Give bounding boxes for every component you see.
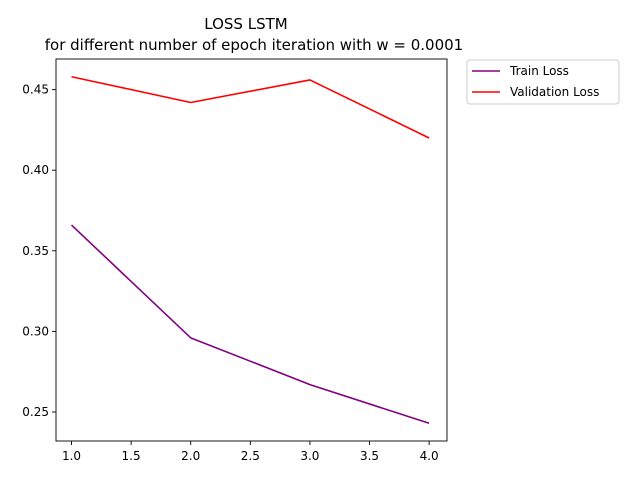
plot-frame bbox=[55, 58, 448, 442]
y-tick-label: 0.35 bbox=[22, 244, 49, 258]
x-tick-label: 2.0 bbox=[181, 449, 200, 463]
y-tick-label: 0.40 bbox=[22, 163, 49, 177]
y-tick-label: 0.45 bbox=[22, 83, 49, 97]
x-tick-label: 4.0 bbox=[420, 449, 439, 463]
chart-title: LOSS LSTM bbox=[204, 15, 287, 33]
series-line-validation-loss bbox=[71, 75, 430, 139]
x-tick-label: 2.5 bbox=[241, 449, 260, 463]
x-tick-label: 3.0 bbox=[300, 449, 319, 463]
x-tick-label: 3.5 bbox=[360, 449, 379, 463]
legend-box bbox=[466, 59, 620, 105]
legend-label-validation-loss: Validation Loss bbox=[510, 85, 599, 99]
y-tick-label: 0.25 bbox=[22, 405, 49, 419]
chart-subtitle: for different number of epoch iteration … bbox=[45, 36, 463, 54]
y-tick-label: 0.30 bbox=[22, 324, 49, 338]
legend-label-train-loss: Train Loss bbox=[509, 64, 569, 78]
axes: 1.0 1.5 2.0 2.5 3.0 3.5 4.0 0.25 0.30 0.35 0.40 0.4… bbox=[22, 58, 448, 463]
x-tick-label: 1.5 bbox=[122, 449, 141, 463]
x-tick-label: 1.0 bbox=[62, 449, 81, 463]
legend: Train Loss Validation Loss bbox=[466, 59, 620, 105]
series-line-train-loss bbox=[70, 224, 430, 425]
plot-area bbox=[70, 75, 430, 425]
